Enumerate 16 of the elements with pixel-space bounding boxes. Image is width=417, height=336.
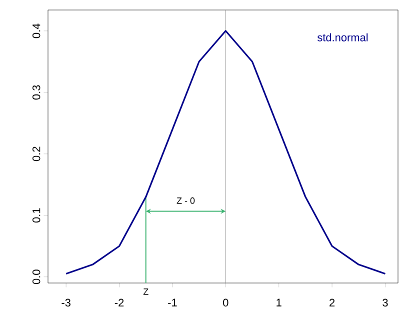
x-tick-label: -2: [114, 298, 124, 306]
x-tick-label: -1: [168, 298, 177, 306]
y-tick-label: 0.3: [32, 85, 40, 100]
x-tick-label: 0: [223, 298, 228, 307]
x-tick-label: -3: [62, 298, 70, 307]
y-tick-label: 0.2: [32, 146, 40, 162]
x-tick-label: 3: [382, 298, 388, 307]
y-tick-label: 0.1: [32, 208, 40, 223]
x-tick-label: 1: [276, 298, 282, 306]
x-tick-label: 2: [330, 298, 335, 306]
y-tick-label: 0.0: [32, 270, 40, 284]
text: Z: [143, 288, 148, 295]
annotation: Z - 0: [176, 197, 195, 204]
line-series: [65, 30, 386, 275]
text: std.normal: [317, 33, 368, 42]
y-tick-label: 0.4: [32, 24, 40, 38]
